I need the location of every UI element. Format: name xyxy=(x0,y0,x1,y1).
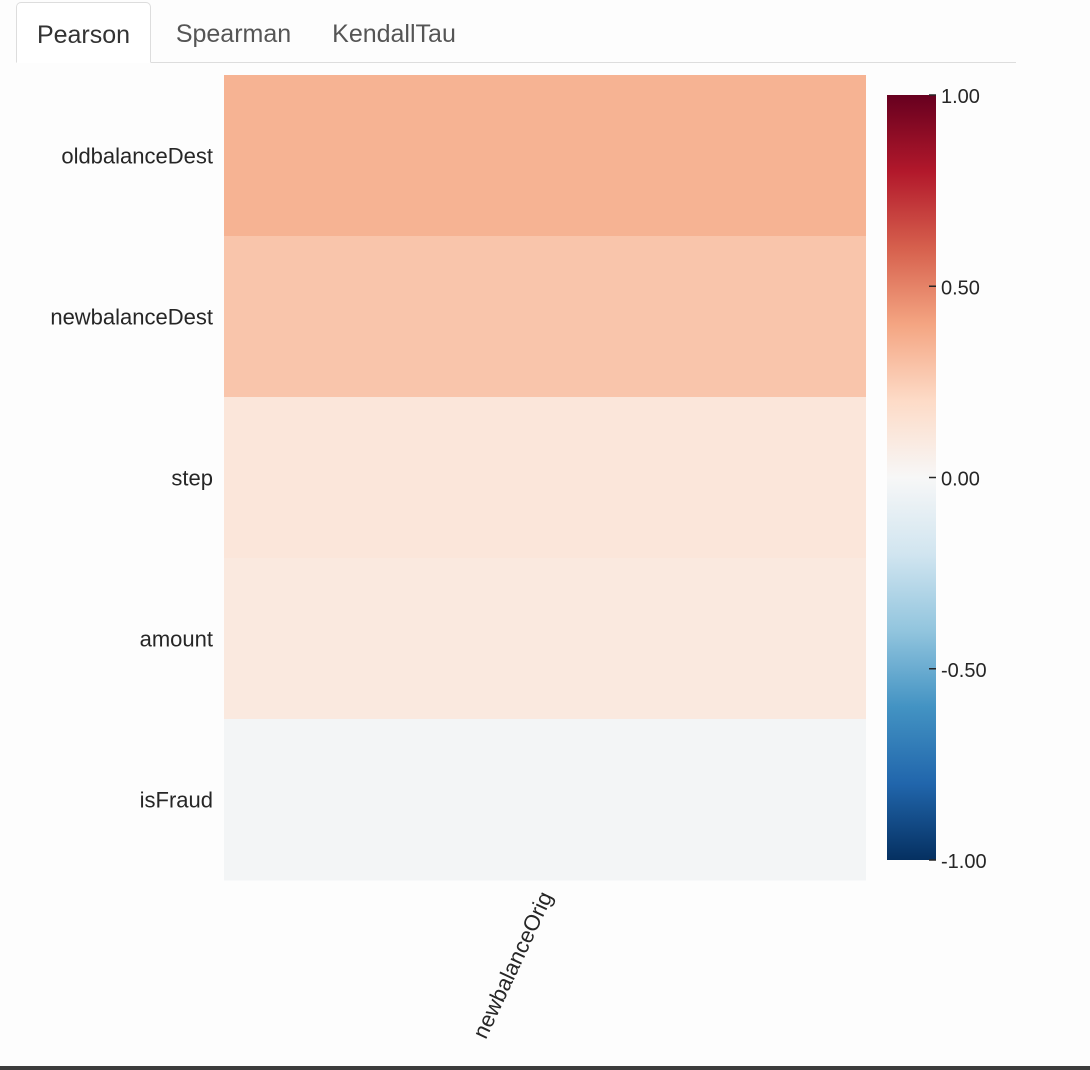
tab-kendalltau[interactable]: KendallTau xyxy=(332,20,456,48)
colorbar-tick-label: -0.50 xyxy=(941,660,987,682)
y-axis-label: newbalanceDest xyxy=(50,305,213,330)
heatmap-cell xyxy=(224,75,866,237)
colorbar-gradient xyxy=(887,95,936,860)
colorbar-tick-label: 0.50 xyxy=(941,277,980,299)
tab-pearson[interactable]: Pearson xyxy=(16,2,151,63)
heatmap-cell xyxy=(224,397,866,559)
bottom-divider xyxy=(0,1066,1090,1070)
correlation-tabs: Pearson Spearman KendallTau xyxy=(16,2,1016,63)
tab-spearman[interactable]: Spearman xyxy=(175,20,292,48)
heatmap-cell xyxy=(224,558,866,720)
y-axis-label: step xyxy=(171,466,213,491)
colorbar-tick-label: 0.00 xyxy=(941,469,980,491)
colorbar-tick-label: 1.00 xyxy=(941,86,980,108)
y-axis-label: amount xyxy=(140,627,213,652)
colorbar-tick-label: -1.00 xyxy=(941,851,987,873)
colorbar xyxy=(887,95,936,860)
heatmap-cell xyxy=(224,236,866,398)
y-axis-label: isFraud xyxy=(140,788,213,813)
x-axis-label: newbalanceOrig xyxy=(468,888,558,1043)
y-axis-label: oldbalanceDest xyxy=(61,144,213,169)
heatmap-cell xyxy=(224,719,866,881)
